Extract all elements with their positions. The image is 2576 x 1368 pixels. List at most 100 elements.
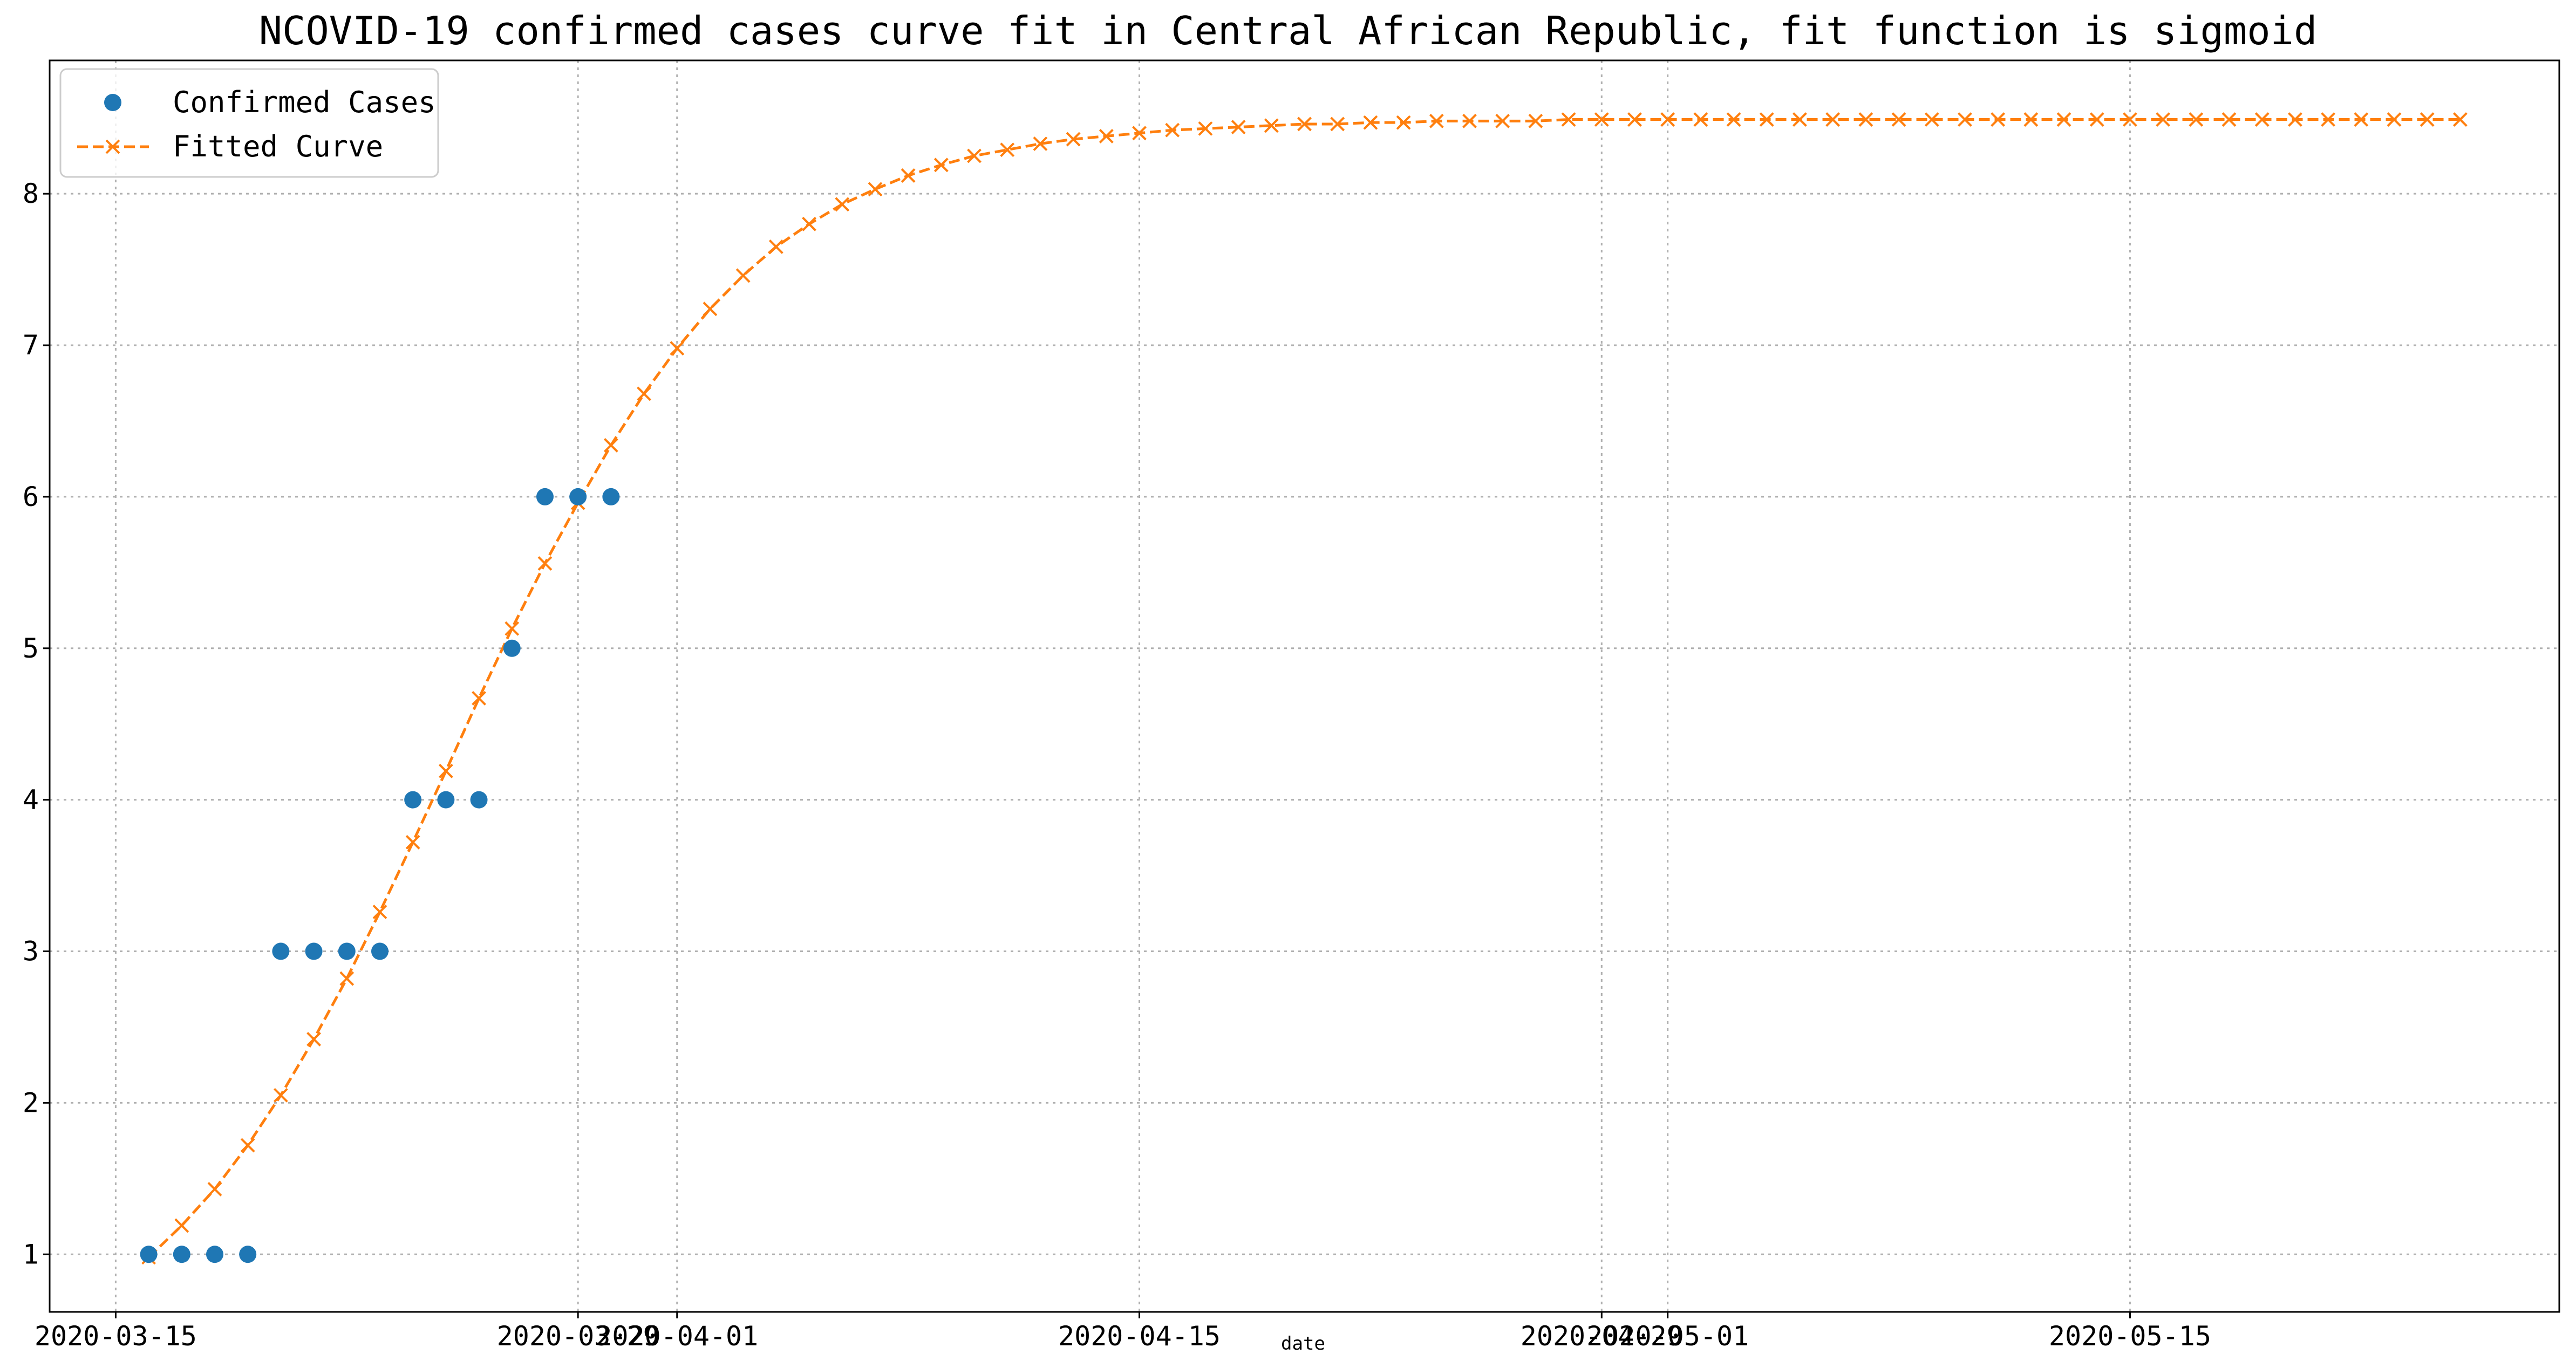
legend-marker-fitted (105, 139, 120, 154)
confirmed-case-point (140, 1246, 158, 1263)
y-tick-label: 1 (23, 1239, 39, 1270)
fitted-curve-marker (1825, 112, 1841, 127)
fitted-curve-marker (768, 240, 783, 254)
fitted-curve-marker (405, 835, 420, 850)
fitted-curve-marker (735, 268, 751, 283)
chart-title: NCOVID-19 confirmed cases curve fit in C… (259, 8, 2318, 53)
confirmed-case-point (371, 942, 389, 960)
fitted-curve-marker (1991, 112, 2006, 127)
fitted-curve-marker (1330, 117, 1345, 132)
fitted-curve-marker (2387, 112, 2402, 127)
fitted-curve-marker (1000, 142, 1015, 158)
fitted-curve-marker (1528, 113, 1543, 128)
fitted-curve-marker (1033, 136, 1048, 151)
fitted-curve-marker (1132, 126, 1147, 141)
x-axis-label: date (1281, 1333, 1325, 1355)
fitted-curve-marker (2254, 112, 2270, 127)
fitted-curve-marker (2089, 112, 2104, 127)
confirmed-case-point (437, 791, 455, 809)
fitted-curve-marker (2452, 112, 2468, 127)
fitted-curve-marker (2056, 112, 2071, 127)
fitted-curve-marker (174, 1218, 189, 1233)
fitted-curve-marker (1726, 112, 1741, 127)
fitted-curve-marker (703, 302, 718, 317)
fitted-curve-marker (1660, 112, 1675, 127)
fitted-curve-marker (670, 341, 685, 356)
x-tick-label: 2020-05-01 (1586, 1321, 1749, 1352)
fitted-curve-marker (2354, 112, 2369, 127)
grid-layer (50, 60, 2559, 1312)
y-tick-label: 4 (23, 784, 39, 816)
fitted-curve-marker (2321, 112, 2336, 127)
fitted-curve-marker (1198, 121, 1213, 136)
legend-marker-confirmed (104, 94, 121, 111)
fitted-curve-marker (1693, 112, 1708, 127)
plot-frame (49, 59, 2560, 1313)
fitted-curve-marker (2420, 112, 2435, 127)
x-tick-label: 2020-03-15 (35, 1321, 197, 1352)
fitted-curve-marker (1858, 112, 1873, 127)
y-tick-label: 5 (23, 633, 39, 664)
fitted-curve-marker (802, 216, 816, 231)
fitted-curve-marker (240, 1138, 255, 1153)
fitted-curve-marker (505, 621, 520, 636)
fitted-curve-marker (2221, 112, 2237, 127)
fitted-curve-marker (1231, 120, 1246, 134)
fitted-curve-marker (2288, 112, 2302, 127)
fitted-curve-marker (1958, 112, 1972, 127)
fitted-curve-marker (2156, 112, 2171, 127)
fitted-curve-marker (933, 158, 949, 173)
series-layer (140, 112, 2468, 1265)
fitted-curve-marker (1264, 118, 1279, 133)
legend-label-fitted: Fitted Curve (173, 129, 383, 163)
fitted-curve-marker (2123, 112, 2137, 127)
fitted-curve-marker (1066, 132, 1081, 147)
y-tick-label: 6 (23, 481, 39, 512)
fitted-curve-marker (537, 556, 553, 571)
confirmed-case-point (503, 639, 521, 657)
fitted-curve-line (147, 118, 2461, 1258)
confirmed-case-point (536, 488, 554, 505)
fitted-curve-marker (1429, 113, 1444, 128)
x-tick-label: 2020-05-15 (2049, 1321, 2211, 1352)
fitted-curve-marker (1793, 112, 1807, 127)
fitted-curve-marker (967, 148, 982, 163)
fitted-curve-marker (1561, 112, 1576, 127)
y-tick-label: 7 (23, 330, 39, 361)
fitted-curve-marker (1594, 112, 1609, 127)
fitted-curve-marker (2189, 112, 2204, 127)
fitted-curve-marker (637, 386, 651, 401)
fitted-curve-marker (2023, 112, 2039, 127)
confirmed-case-point (173, 1246, 190, 1263)
y-tick-label: 2 (23, 1087, 39, 1118)
fitted-curve-marker (901, 168, 916, 183)
fitted-curve-marker (835, 197, 850, 212)
x-tick-label: 2020-04-15 (1058, 1321, 1221, 1352)
confirmed-case-point (404, 791, 422, 809)
fitted-curve-marker (207, 1182, 222, 1196)
fitted-curve-marker (603, 437, 618, 453)
fitted-curve-marker (1297, 117, 1312, 132)
confirmed-case-point (602, 488, 620, 505)
confirmed-case-point (338, 942, 356, 960)
fitted-curve-marker (1891, 112, 1906, 127)
fitted-curve-marker (1759, 112, 1774, 127)
fitted-curve-marker (1627, 112, 1642, 127)
fitted-curve-marker (1363, 115, 1378, 130)
x-tick-label: 2020-03-29 (497, 1321, 659, 1352)
fitted-curve-marker (273, 1087, 288, 1103)
fitted-curve-marker (438, 763, 453, 778)
fitted-curve-marker (868, 182, 883, 197)
fitted-curve-marker (1396, 115, 1411, 130)
fitted-curve-marker (372, 905, 387, 919)
y-tick-label: 8 (23, 178, 39, 209)
fitted-curve-marker (1165, 122, 1180, 138)
legend-box (59, 68, 439, 178)
fitted-curve-marker (1495, 113, 1510, 128)
fitted-curve-marker (1099, 129, 1114, 143)
confirmed-case-point (272, 942, 290, 960)
x-tick-label: 2020-04-01 (596, 1321, 758, 1352)
legend-label-confirmed: Confirmed Cases (173, 85, 436, 119)
